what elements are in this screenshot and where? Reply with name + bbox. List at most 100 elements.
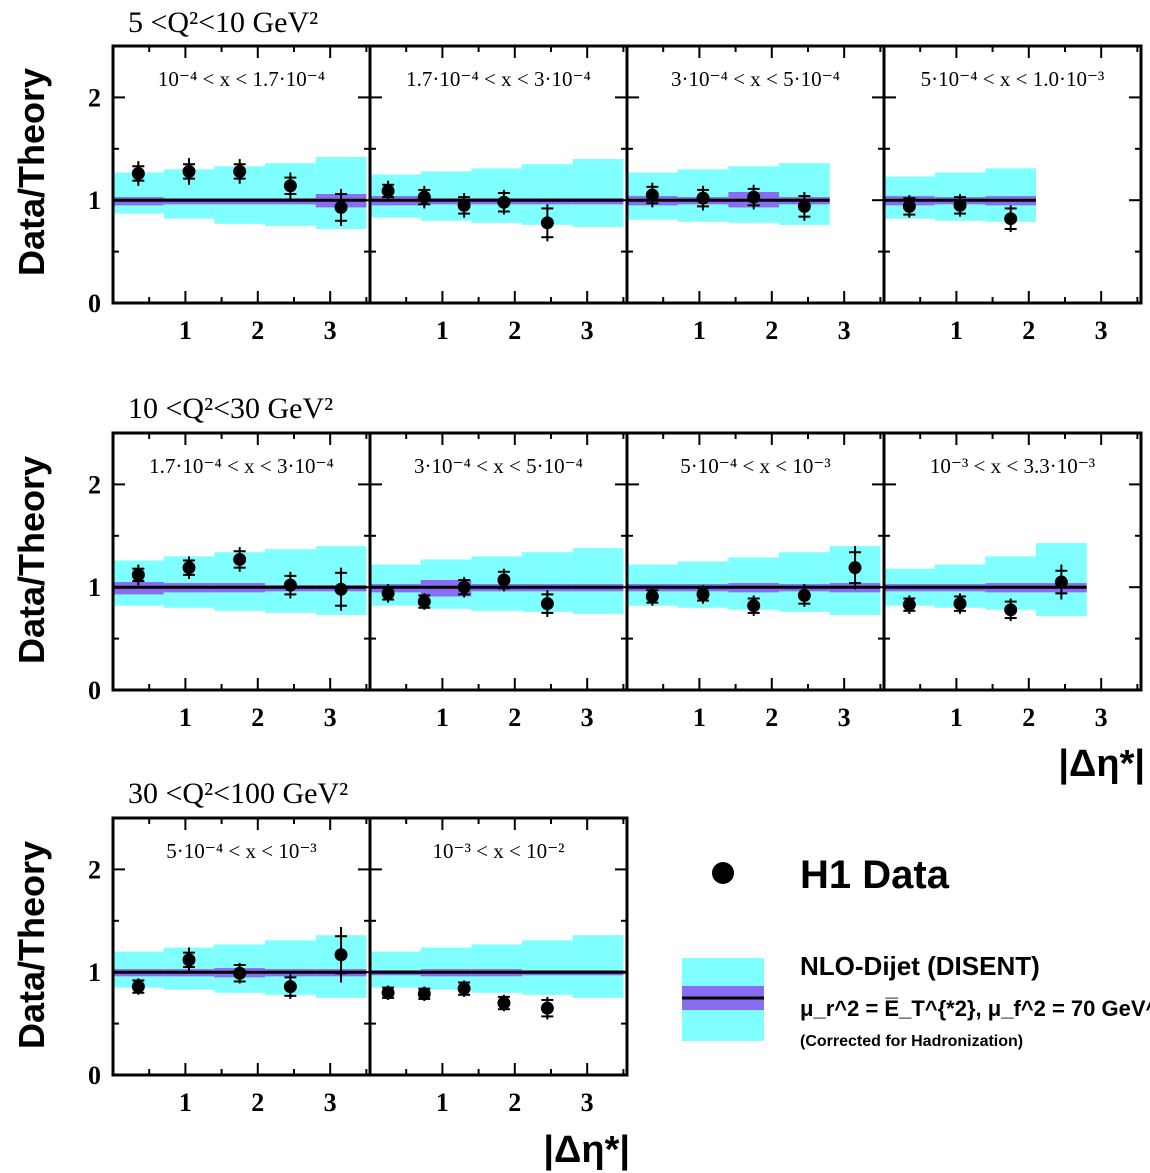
y-tick-label: 1 — [88, 186, 101, 215]
data-point — [283, 578, 297, 592]
x-tick-label: 3 — [1095, 703, 1108, 732]
bin-label: 5·10⁻⁴ < x < 1.0·10⁻³ — [921, 67, 1105, 91]
x-tick-label: 2 — [251, 1088, 264, 1117]
x-tick-label: 3 — [324, 316, 337, 345]
data-point — [381, 586, 395, 600]
data-point — [645, 589, 659, 603]
x-tick-label: 3 — [581, 703, 594, 732]
y-tick-label: 2 — [88, 855, 101, 884]
y-axis-label-row-3: Data/Theory — [11, 841, 52, 1049]
panel: 1 2 3 5·10⁻⁴ < x < 10⁻³ — [625, 431, 886, 732]
data-point — [131, 166, 145, 180]
x-tick-label: 1 — [179, 703, 192, 732]
data-point — [182, 953, 196, 967]
panel: 1 2 3 5·10⁻⁴ < x < 10⁻³ — [111, 816, 372, 1117]
data-point — [381, 184, 395, 198]
bin-label: 10⁻⁴ < x < 1.7·10⁻⁴ — [158, 67, 325, 91]
data-point — [417, 190, 431, 204]
row-title-3: 30 <Q²<100 GeV² — [128, 777, 348, 810]
data-point — [797, 199, 811, 213]
x-tick-label: 1 — [693, 703, 706, 732]
data-point — [283, 179, 297, 193]
y-axis-label-row-2: Data/Theory — [11, 456, 52, 664]
x-tick-label: 1 — [950, 703, 963, 732]
panel-content — [113, 546, 367, 615]
data-point — [747, 190, 761, 204]
panel: 1 2 3 1.7·10⁻⁴ < x < 3·10⁻⁴ — [368, 44, 629, 345]
data-point — [902, 199, 916, 213]
scale-band-bin — [572, 548, 624, 614]
data-point — [182, 561, 196, 575]
panel-content — [884, 168, 1037, 233]
x-tick-label: 3 — [581, 316, 594, 345]
data-point — [902, 598, 916, 612]
panel: 1 2 3 1.7·10⁻⁴ < x < 3·10⁻⁴ — [111, 431, 372, 732]
x-axis-label-row-3: |Δη*| — [543, 1129, 630, 1171]
panel-content — [884, 542, 1087, 622]
y-tick-label: 2 — [88, 470, 101, 499]
scale-band-bin — [471, 168, 523, 223]
panel-frame — [368, 816, 629, 1077]
legend-nlo-scales: μ_r^2 = E̅_T^{*2}, μ_f^2 = 70 GeV^2 — [800, 996, 1150, 1021]
y-tick-label: 1 — [88, 573, 101, 602]
data-point — [334, 200, 348, 214]
x-tick-label: 2 — [251, 316, 264, 345]
data-point — [797, 588, 811, 602]
data-point — [457, 580, 471, 594]
data-point — [696, 587, 710, 601]
scale-band-bin — [471, 556, 523, 611]
legend-nlo-title: NLO-Dijet (DISENT) — [800, 951, 1040, 981]
data-point — [417, 595, 431, 609]
legend-data-marker — [712, 862, 734, 884]
legend-nlo-note: (Corrected for Hadronization) — [800, 1033, 1023, 1050]
x-tick-label: 1 — [693, 316, 706, 345]
scale-band-bin — [370, 951, 421, 988]
x-tick-label: 3 — [1095, 316, 1108, 345]
x-axis-label-row-2: |Δη*| — [1058, 743, 1145, 785]
panel-frame — [882, 44, 1143, 305]
plot-grid: 0 1 2 1 2 3 10⁻⁴ < x < 1.7·10⁻⁴ 1 2 3 1.7·10⁻⁴ < x… — [88, 44, 1143, 1117]
bin-label: 5·10⁻⁴ < x < 10⁻³ — [680, 454, 830, 478]
scale-band-bin — [471, 944, 523, 993]
data-point — [497, 996, 511, 1010]
panel: 1 2 3 10⁻³ < x < 3.3·10⁻³ — [882, 431, 1143, 732]
bin-label: 1.7·10⁻⁴ < x < 3·10⁻⁴ — [149, 454, 334, 478]
data-point — [233, 164, 247, 178]
x-tick-label: 2 — [765, 316, 778, 345]
data-point — [131, 980, 145, 994]
data-point — [645, 188, 659, 202]
data-point — [1004, 212, 1018, 226]
x-tick-label: 1 — [179, 1088, 192, 1117]
x-tick-label: 2 — [508, 316, 521, 345]
data-point — [417, 987, 431, 1001]
x-tick-label: 1 — [436, 1088, 449, 1117]
panel-content — [370, 548, 624, 618]
data-point — [953, 198, 967, 212]
x-tick-label: 2 — [1022, 703, 1035, 732]
legend-data-label: H1 Data — [800, 853, 950, 897]
bin-label: 1.7·10⁻⁴ < x < 3·10⁻⁴ — [406, 67, 591, 91]
x-tick-label: 1 — [950, 316, 963, 345]
x-tick-label: 3 — [838, 316, 851, 345]
data-point — [283, 980, 297, 994]
data-point — [381, 986, 395, 1000]
panel: 1 2 3 10⁻³ < x < 10⁻² — [368, 816, 629, 1117]
data-point — [497, 573, 511, 587]
x-tick-label: 2 — [1022, 316, 1035, 345]
x-tick-label: 2 — [251, 703, 264, 732]
panel-content — [113, 157, 367, 229]
x-tick-label: 2 — [765, 703, 778, 732]
data-point — [1004, 603, 1018, 617]
y-tick-label: 0 — [88, 1061, 101, 1090]
bin-label: 10⁻³ < x < 3.3·10⁻³ — [930, 454, 1095, 478]
panel: 1 2 3 3·10⁻⁴ < x < 5·10⁻⁴ — [625, 44, 886, 345]
data-point — [334, 582, 348, 596]
data-point — [182, 164, 196, 178]
x-tick-label: 2 — [508, 703, 521, 732]
scale-band-bin — [522, 940, 573, 995]
scale-band-bin — [572, 159, 624, 227]
y-tick-label: 2 — [88, 83, 101, 112]
scale-band-bin — [572, 935, 624, 998]
panel-content — [370, 935, 627, 1020]
